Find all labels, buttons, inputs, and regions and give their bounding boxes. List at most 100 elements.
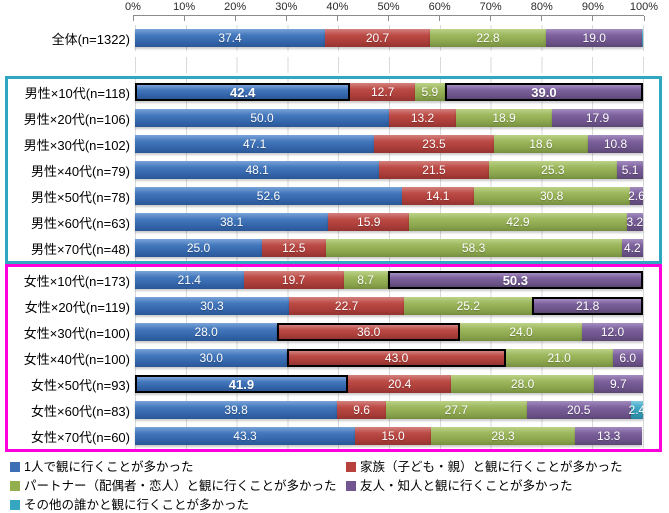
category-label: 全体(n=1322) <box>51 31 130 47</box>
category-label: 女性×50代(n=93) <box>31 377 130 393</box>
bar-segment: 50.0 <box>135 109 389 127</box>
legend-item: 家族（子ども・親）と観に行くことが多かった <box>346 460 665 475</box>
x-axis-tick <box>132 16 134 21</box>
bar-segment: 12.5 <box>262 239 326 257</box>
bar-segment: 19.7 <box>243 271 344 289</box>
x-axis-tick-label: 70% <box>479 1 502 13</box>
bar-segment: 10.8 <box>588 135 643 153</box>
bar-track: 47.1 23.5 18.6 10.8 <box>135 131 644 157</box>
chart-row: 女性×40代(n=100) 30.0 43.0 21.0 6.0 <box>8 345 644 371</box>
chart-row: 女性×30代(n=100) 28.0 36.0 24.0 12.0 <box>8 319 644 345</box>
chart-row: 男性×40代(n=79) 48.1 21.5 25.3 5.1 <box>8 157 644 183</box>
bar-segment: 18.9 <box>456 109 553 127</box>
chart-legend: 1人で観に行くことが多かった 家族（子ども・親）と観に行くことが多かった パートナー… <box>10 460 665 513</box>
x-axis-tick-label: 50% <box>377 1 400 13</box>
bar-segment: 39.0 <box>444 83 643 101</box>
chart-row: 男性×20代(n=106) 50.0 13.2 18.9 17.9 <box>8 105 644 131</box>
x-axis-tick-labels: 0% 10% 20% 30% 40% 50% 60% 70% 80% 90% 100% <box>125 0 658 15</box>
bar-segment: 12.7 <box>350 83 415 101</box>
x-axis-tick <box>592 16 594 21</box>
x-axis-tick <box>643 16 645 21</box>
bar-track: 39.8 9.6 27.7 20.5 2.4 <box>135 397 646 423</box>
legend-label: 友人・知人と観に行くことが多かった <box>360 479 573 493</box>
legend-item: 友人・知人と観に行くことが多かった <box>346 479 665 494</box>
bar-segment: 50.3 <box>387 271 643 289</box>
x-axis-tick <box>388 16 389 21</box>
bar-segment: 24.0 <box>460 323 583 341</box>
bar-segment: 12.0 <box>582 323 643 341</box>
bar-segment: 28.3 <box>431 427 575 445</box>
chart-row: 男性×50代(n=78) 52.6 14.1 30.8 2.6 <box>8 183 645 209</box>
x-axis-tick-label: 100% <box>629 1 659 13</box>
bar-track: 42.4 12.7 5.9 39.0 <box>135 79 644 105</box>
category-label: 女性×20代(n=119) <box>24 299 130 315</box>
chart-row: 男性×10代(n=118) 42.4 12.7 5.9 39.0 <box>8 79 644 105</box>
x-axis-tick <box>285 16 287 21</box>
bar-segment: 42.9 <box>409 213 627 231</box>
x-axis-tick-label: 10% <box>173 1 196 13</box>
bar-track: 28.0 36.0 24.0 12.0 <box>135 319 644 345</box>
bar-track: 37.4 20.7 22.8 19.0 <box>135 25 644 51</box>
bar-segment: 39.8 <box>135 401 338 419</box>
x-axis-tick-label: 30% <box>275 1 298 13</box>
bar-segment: 42.4 <box>135 83 351 101</box>
x-axis-line <box>132 15 645 22</box>
legend-item: パートナー（配偶者・恋人）と観に行くことが多かった <box>10 479 346 494</box>
bar-segment: 21.5 <box>379 161 489 179</box>
bar-segment: 15.0 <box>354 427 432 445</box>
chart-row: 女性×60代(n=83) 39.8 9.6 27.7 20.5 2.4 <box>8 397 646 423</box>
legend-item: 1人で観に行くことが多かった <box>10 460 346 475</box>
bar-track: 21.4 19.7 8.7 50.3 <box>135 267 644 293</box>
bar-segment: 4.2 <box>621 239 643 257</box>
x-axis-tick-label: 60% <box>428 1 451 13</box>
bar-segment: 13.3 <box>574 427 643 445</box>
chart-row: 男性×30代(n=102) 47.1 23.5 18.6 10.8 <box>8 131 644 157</box>
bar-segment: 25.2 <box>404 297 533 315</box>
bar-track: 41.9 20.4 28.0 9.7 <box>135 371 644 397</box>
bar-segment: 25.0 <box>135 239 262 257</box>
legend-item: その他の誰かと観に行くことが多かった <box>10 498 346 513</box>
bar-track <box>135 57 644 73</box>
bar-track: 50.0 13.2 18.9 17.9 <box>135 105 644 131</box>
group-overall: 全体(n=1322) 37.4 20.7 22.8 19.0 <box>5 22 662 54</box>
chart-row: 男性×60代(n=63) 38.1 15.9 42.9 3.2 <box>8 209 644 235</box>
bar-track: 30.3 22.7 25.2 21.8 <box>135 293 644 319</box>
bar-segment: 30.0 <box>135 349 288 367</box>
chart-row: 女性×70代(n=60) 43.3 15.0 28.3 13.3 <box>8 423 644 449</box>
bar-segment: 14.1 <box>401 187 474 205</box>
category-label: 女性×30代(n=100) <box>23 325 130 341</box>
bar-track: 30.0 43.0 21.0 6.0 <box>135 345 644 371</box>
legend-swatch-icon <box>10 481 20 491</box>
bar-segment: 18.6 <box>493 135 589 153</box>
bar-track: 25.0 12.5 58.3 4.2 <box>135 235 644 261</box>
category-label: 男性×50代(n=78) <box>31 189 130 205</box>
bar-segment: 30.8 <box>473 187 630 205</box>
category-label: 女性×40代(n=100) <box>23 351 130 367</box>
bar-segment: 9.7 <box>593 375 643 393</box>
bar-segment: 2.4 <box>628 401 646 419</box>
bar-segment: 52.6 <box>135 187 402 205</box>
x-axis-tick <box>490 16 492 21</box>
x-axis-tick-label: 0% <box>125 1 141 13</box>
category-label: 男性×10代(n=118) <box>24 85 130 101</box>
bar-track: 43.3 15.0 28.3 13.3 <box>135 423 644 449</box>
x-axis-tick <box>234 16 236 21</box>
category-label: 男性×30代(n=102) <box>23 137 130 153</box>
category-label: 男性×20代(n=106) <box>23 111 130 127</box>
bar-segment: 27.7 <box>385 401 527 419</box>
bar-segment: 37.4 <box>135 29 325 47</box>
legend-swatch-icon <box>10 462 20 472</box>
group-female: 女性×10代(n=173) 21.4 19.7 8.7 50.3 女性×20代(n=119… <box>5 264 662 452</box>
bar-segment: 30.3 <box>135 297 289 315</box>
legend-label: 家族（子ども・親）と観に行くことが多かった <box>360 460 623 474</box>
spacer-row <box>8 57 644 73</box>
bar-segment: 43.0 <box>287 349 506 367</box>
chart-row: 女性×50代(n=93) 41.9 20.4 28.0 9.7 <box>8 371 644 397</box>
bar-segment: 20.7 <box>324 29 431 47</box>
bar-segment: 43.3 <box>135 427 355 445</box>
chart-row: 男性×70代(n=48) 25.0 12.5 58.3 4.2 <box>8 235 644 261</box>
x-axis: 0% 10% 20% 30% 40% 50% 60% 70% 80% 90% 100% <box>125 0 658 22</box>
category-label: 男性×70代(n=48) <box>31 241 130 257</box>
category-label: 女性×60代(n=83) <box>31 403 130 419</box>
bar-segment: 9.6 <box>337 401 386 419</box>
